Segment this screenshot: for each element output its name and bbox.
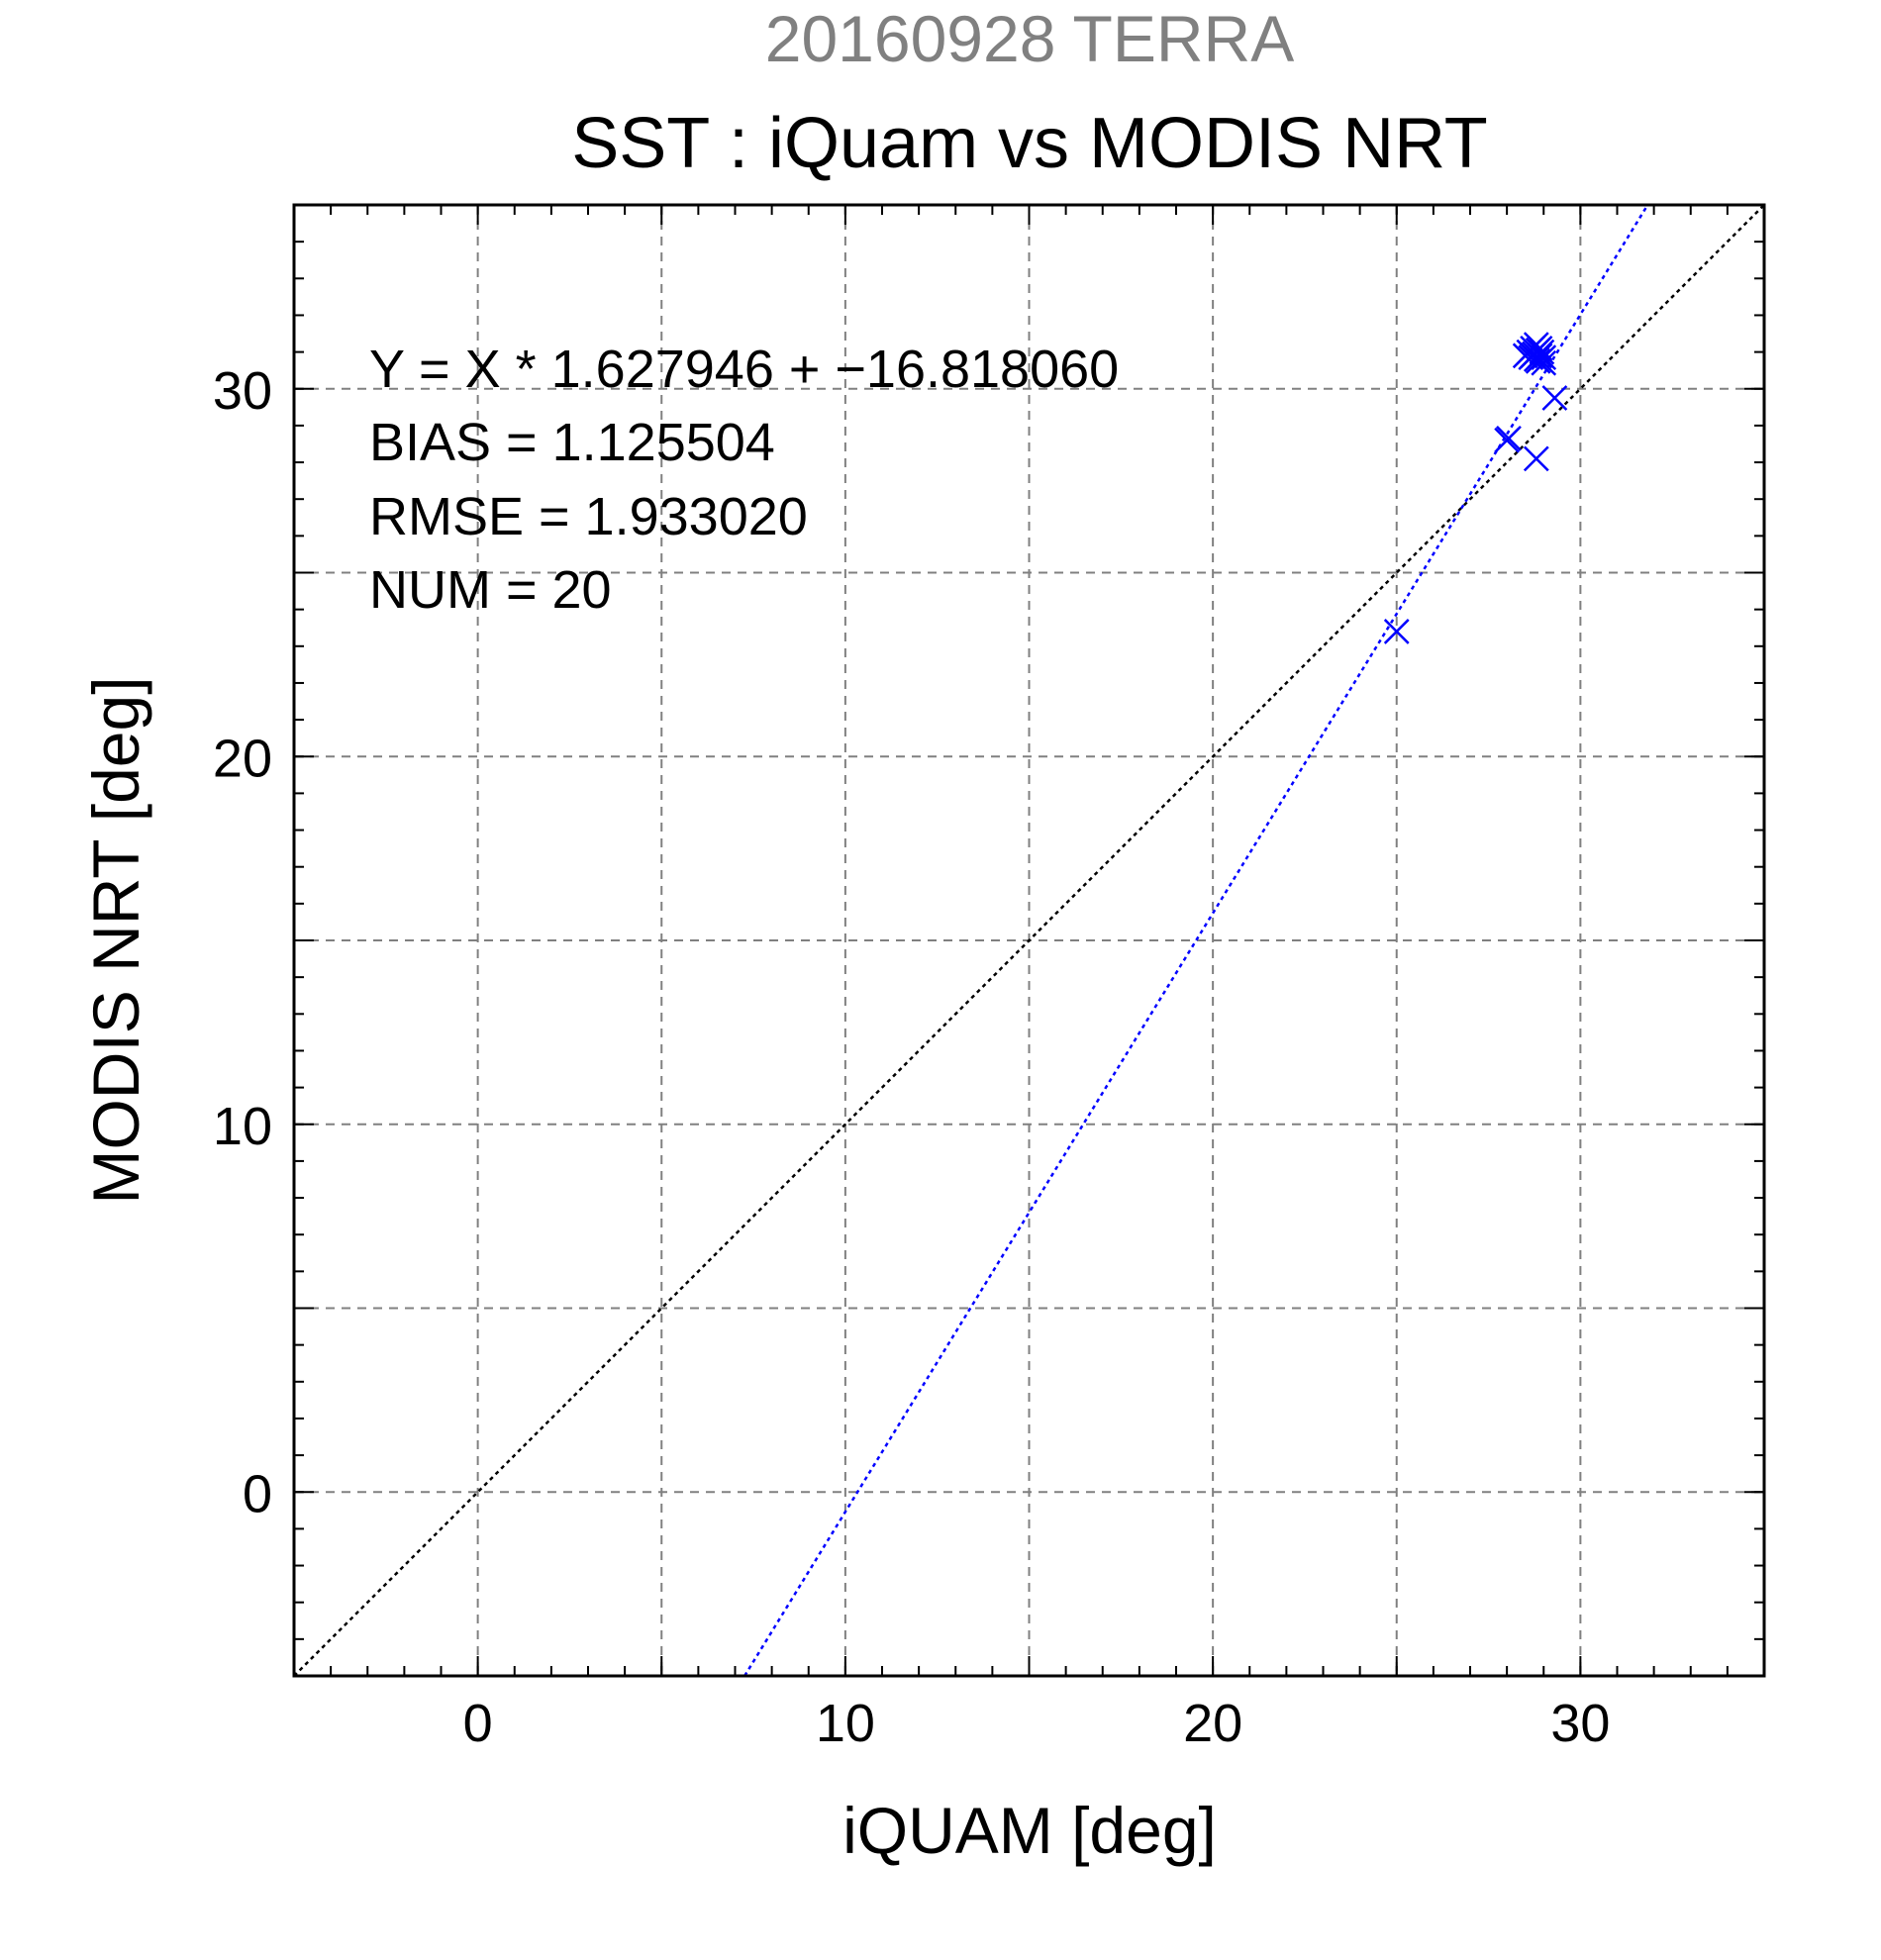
y-tick-label: 0 [243,1464,272,1523]
lines [293,204,1765,1677]
data-point-stroke [1529,339,1555,365]
data-point [1383,619,1410,644]
data-point-stroke [1496,426,1522,451]
x-axis-label: iQUAM [deg] [842,1794,1217,1867]
data-point-stroke [1383,619,1410,644]
data-point [1531,344,1557,371]
data-point-stroke [1527,343,1553,369]
data-points [1383,332,1568,644]
rmse-value: RMSE = 1.933020 [369,487,808,546]
x-tick-label: 10 [816,1694,875,1753]
data-point-stroke [1541,385,1568,411]
data-point-stroke [1531,349,1557,376]
data-point [1527,343,1553,369]
y-tick-label: 30 [213,361,272,421]
data-point [1523,445,1549,472]
data-point [1527,336,1553,361]
data-point-stroke [1531,344,1557,371]
tick-labels: 0 10 20 30 0 10 20 30 [213,361,1610,1753]
chart-supertitle: 20160928 TERRA [765,2,1294,75]
data-point [1496,426,1522,451]
x-tick-label: 30 [1550,1694,1610,1753]
data-point-stroke [1527,336,1553,361]
data-point [1529,339,1555,365]
data-point [1531,349,1557,376]
bias-value: BIAS = 1.125504 [369,413,775,472]
data-point-stroke [1523,445,1549,472]
y-axis-label: MODIS NRT [deg] [79,676,152,1204]
grid [294,205,1764,1676]
y-tick-label: 20 [213,729,272,788]
identity-line [293,204,1765,1677]
x-tick-label: 20 [1183,1694,1242,1753]
chart-title: SST : iQuam vs MODIS NRT [571,104,1488,183]
num-value: NUM = 20 [369,560,612,620]
x-tick-label: 0 [463,1694,493,1753]
data-point [1541,385,1568,411]
y-tick-label: 10 [213,1097,272,1156]
stats-block: Y = X * 1.627946 + −16.818060 BIAS = 1.1… [369,340,1119,620]
regression-line [743,204,1649,1677]
regression-equation: Y = X * 1.627946 + −16.818060 [369,340,1119,399]
plot-frame [292,203,1766,1678]
